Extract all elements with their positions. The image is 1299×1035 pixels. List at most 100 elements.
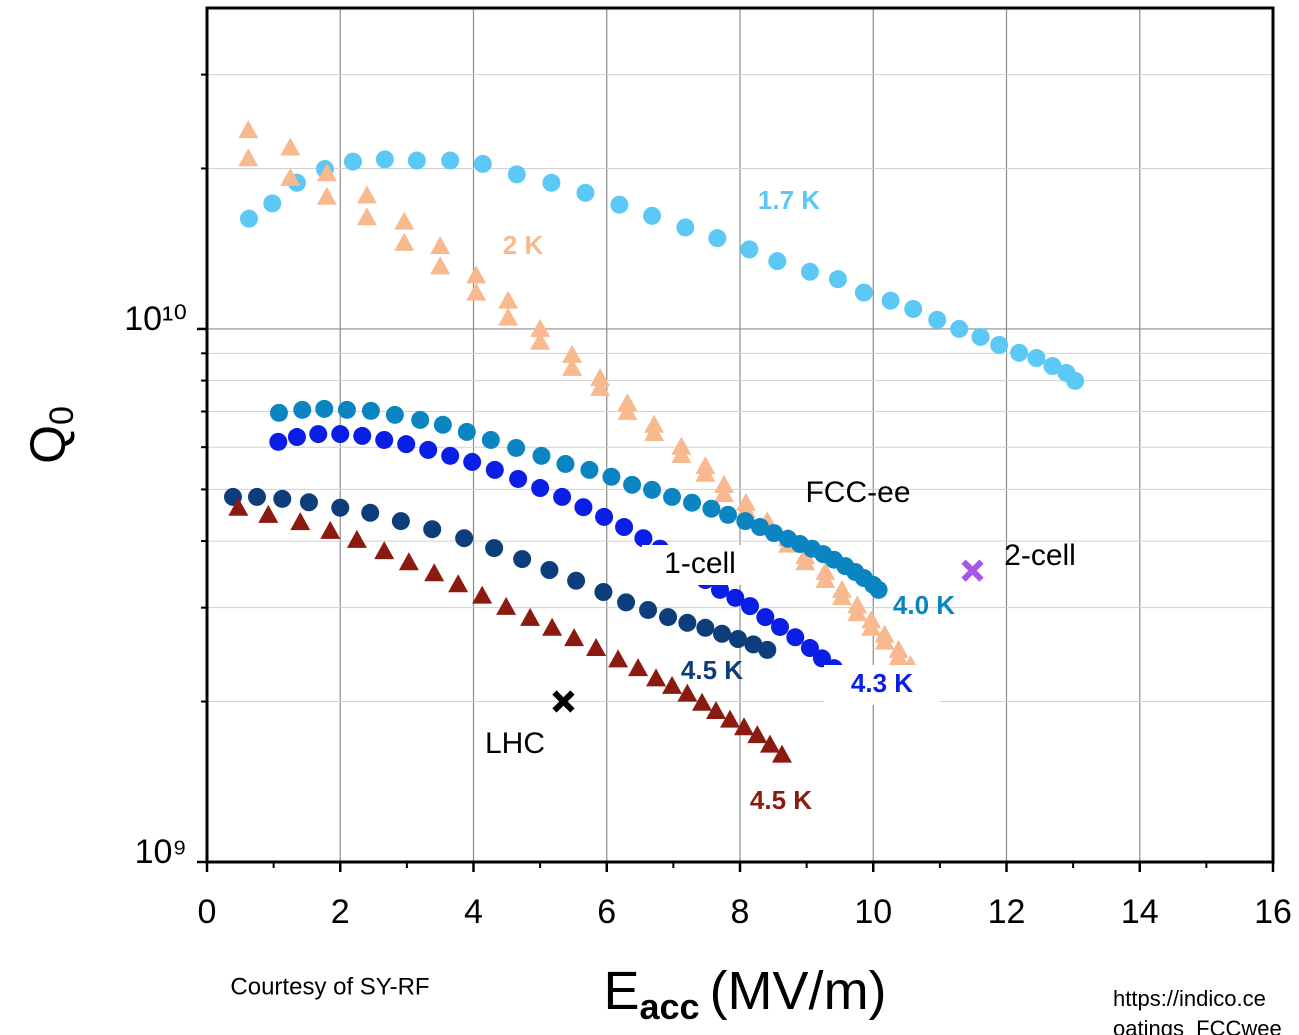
data-point <box>457 422 476 441</box>
data-point <box>696 618 715 637</box>
data-point <box>507 165 526 184</box>
x-label-sub: acc <box>640 986 700 1027</box>
data-point <box>854 283 873 302</box>
data-point <box>269 432 288 451</box>
data-point <box>702 499 721 518</box>
annotation: 4.5 K <box>750 785 812 815</box>
data-point <box>542 173 561 192</box>
x-tick-label: 12 <box>988 893 1026 931</box>
data-point <box>602 467 621 486</box>
label-background <box>642 545 758 585</box>
data-point <box>542 617 563 636</box>
data-point <box>904 299 923 318</box>
data-point <box>677 683 698 702</box>
data-point <box>316 163 337 182</box>
annotation: 4.5 K <box>681 655 743 685</box>
data-point <box>617 593 636 612</box>
data-point <box>881 291 900 310</box>
annotation: FCC-ee <box>805 476 910 509</box>
x-tick-label: 0 <box>198 893 217 931</box>
data-point <box>615 518 634 537</box>
data-point <box>683 493 702 512</box>
data-point <box>258 504 279 523</box>
data-point <box>513 550 532 569</box>
data-point <box>726 588 745 607</box>
data-point <box>576 183 595 202</box>
data-point <box>556 454 575 473</box>
data-point <box>280 137 301 156</box>
data-point <box>671 445 692 464</box>
data-point <box>815 570 836 589</box>
data-point <box>375 150 394 169</box>
data-point <box>628 658 649 677</box>
data-point <box>530 331 551 350</box>
credit: Courtesy of SY-RF <box>230 973 429 1000</box>
data-point <box>361 503 380 522</box>
data-point <box>424 563 445 582</box>
data-point <box>714 474 735 493</box>
data-point <box>316 186 337 205</box>
data-point <box>498 290 519 309</box>
data-point <box>714 484 735 503</box>
data-point <box>971 327 990 346</box>
data-point <box>299 493 318 512</box>
x-tick-label: 10 <box>854 893 892 931</box>
data-point <box>391 512 410 531</box>
data-point <box>356 207 377 226</box>
data-point <box>398 552 419 571</box>
data-point <box>238 148 259 167</box>
data-point <box>659 608 678 627</box>
data-point <box>473 154 492 173</box>
data-point <box>888 647 909 666</box>
data-point <box>394 232 415 251</box>
data-point <box>394 211 415 230</box>
data-point <box>706 700 727 719</box>
data-point <box>800 639 819 658</box>
data-point <box>594 583 613 602</box>
x-axis-label: Eacc (MV/m) <box>603 961 886 1026</box>
y-axis-label: Q0 <box>20 406 81 464</box>
data-point <box>634 529 653 548</box>
annotation: 1.7 K <box>758 185 820 215</box>
data-point <box>800 262 819 281</box>
data-point <box>423 520 442 539</box>
data-point <box>708 229 727 248</box>
data-point <box>768 252 787 271</box>
data-point <box>580 460 599 479</box>
data-point <box>315 399 334 418</box>
x-tick-label: 4 <box>464 893 483 931</box>
data-point <box>961 559 984 582</box>
data-point <box>756 608 775 627</box>
data-point <box>280 167 301 186</box>
data-point <box>711 580 730 599</box>
data-point <box>610 195 629 214</box>
data-point <box>795 552 816 571</box>
data-point <box>430 256 451 275</box>
url-line: oatings_FCCwee <box>1113 1016 1282 1035</box>
data-point <box>586 638 607 657</box>
data-point <box>407 151 426 170</box>
data-point <box>928 310 947 329</box>
data-point <box>419 440 438 459</box>
data-point <box>309 425 328 444</box>
data-point <box>531 479 550 498</box>
data-point <box>662 675 683 694</box>
data-point <box>567 571 586 590</box>
x-label-unit: (MV/m) <box>710 961 887 1021</box>
data-point <box>337 400 356 419</box>
data-point <box>481 430 500 449</box>
data-point <box>608 649 629 668</box>
data-point <box>498 307 519 326</box>
data-point <box>411 410 430 429</box>
data-point <box>273 489 292 508</box>
data-point <box>740 597 759 616</box>
data-point <box>263 194 282 213</box>
data-point <box>247 487 266 506</box>
annotation: 1-cell <box>664 547 736 580</box>
data-point <box>623 475 642 494</box>
y-tick-label: 10¹⁰ <box>124 300 187 338</box>
x-tick-label: 6 <box>597 893 616 931</box>
data-point <box>831 587 852 606</box>
data-point <box>290 512 311 531</box>
data-point <box>1027 349 1046 368</box>
